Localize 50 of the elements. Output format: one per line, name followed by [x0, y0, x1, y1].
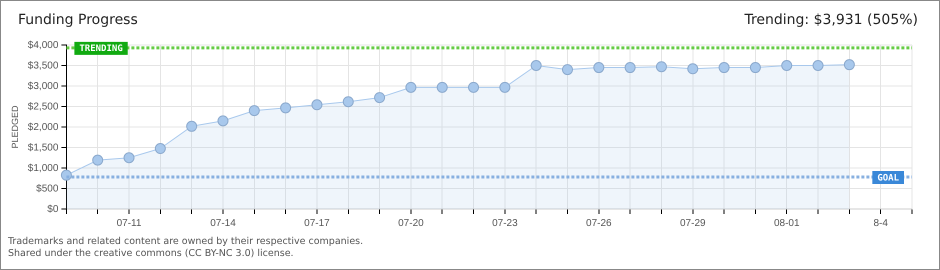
point [217, 115, 228, 126]
point [687, 63, 698, 74]
text: Trademarks and related content are owned by their respective companies. [8, 236, 364, 247]
point [374, 92, 386, 104]
point [812, 60, 824, 71]
point [92, 154, 104, 166]
x-tick-label: 07-20 [398, 218, 424, 229]
x-tick-label: 07-26 [586, 218, 612, 229]
x-tick-label: 07-23 [492, 218, 518, 229]
y-tick-label: $3,000 [28, 80, 59, 92]
point [468, 82, 480, 93]
x-tick-label: 07-17 [304, 218, 330, 229]
point [844, 59, 855, 70]
point [248, 105, 260, 116]
x-tick-label: 07-14 [210, 218, 236, 229]
point [311, 99, 322, 110]
y-tick-label: $2,500 [28, 101, 59, 112]
point [280, 102, 292, 114]
point [656, 61, 667, 72]
x-tick-label: 07-29 [680, 218, 706, 229]
ref-line-label: TRENDING [79, 44, 123, 54]
point [186, 120, 198, 132]
point [781, 60, 792, 71]
point [750, 62, 761, 74]
point [405, 82, 416, 93]
y-tick-label: $4,000 [28, 40, 59, 51]
point [593, 62, 604, 74]
y-tick-label: $3,500 [28, 60, 59, 72]
chart-title: Funding Progress [18, 12, 138, 28]
point [624, 62, 636, 74]
point [154, 143, 166, 154]
y-tick-label: $1,000 [28, 162, 59, 174]
point [562, 64, 573, 76]
point [124, 152, 135, 164]
y-tick-label: $0 [47, 204, 59, 215]
point [342, 96, 354, 108]
x-tick-label: 07-11 [116, 218, 142, 229]
ref-line-label: GOAL [877, 173, 900, 184]
chart-subtitle: Trending: $3,931 (505%) [744, 12, 918, 28]
y-tick-label: $500 [36, 183, 59, 194]
y-axis-title: PLEDGED [10, 104, 20, 149]
text: Shared under the creative commons (CC BY-NC 3.0) license. [8, 248, 294, 259]
point [718, 62, 730, 74]
x-tick-label: 08-01 [774, 218, 800, 229]
point [530, 60, 542, 71]
y-tick-label: $2,000 [28, 122, 59, 133]
y-tick-label: $1,500 [28, 142, 59, 154]
point [499, 82, 510, 93]
x-tick-label: 8-4 [873, 218, 888, 229]
point [436, 82, 448, 93]
